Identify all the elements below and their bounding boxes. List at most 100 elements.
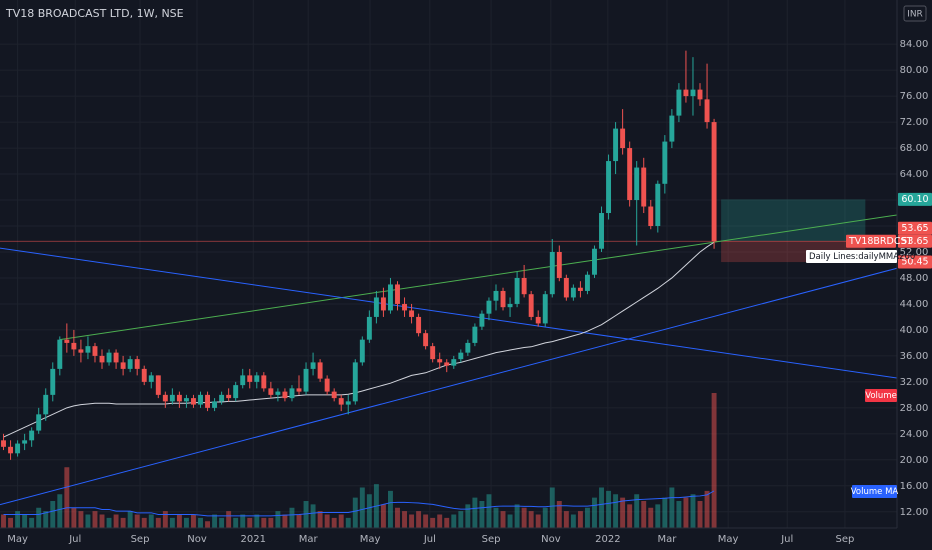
candle-body [423,333,429,347]
y-tick-label: 28.00 [900,403,929,414]
y-tick-label: 76.00 [900,91,929,102]
volume-bar [634,494,640,528]
volume-bar [36,507,42,528]
volume-bar [613,494,619,528]
volume-bar [92,511,98,528]
volume-bar [570,514,576,528]
volume-bar [416,511,422,528]
volume-bar [148,514,154,528]
volume-bar [106,517,112,528]
candle-body [676,89,682,116]
candle-body [15,443,21,454]
volume-bar [113,514,119,528]
volume-bar [64,467,70,528]
candle-body [261,375,267,389]
candle-body [556,251,562,278]
stop-price: 50.45 [901,257,928,268]
candle-body [233,385,239,399]
volume-bar [1,514,6,528]
candle-body [317,362,323,379]
volume-bar [162,511,168,528]
volume-bar [380,504,386,528]
volume-bar [683,497,689,528]
y-tick-label: 48.00 [900,273,929,284]
candle-body [176,394,182,402]
candle-body [395,284,400,304]
y-tick-label: 16.00 [900,481,929,492]
volume-bar [486,494,492,528]
volume-bar [155,517,161,528]
ma-tag: Daily Lines:dailyMMA200 [809,252,915,262]
volume-bar [57,494,63,528]
volume-bar [134,514,140,528]
candle-body [22,440,28,444]
volume-bar [514,504,520,528]
candle-body [409,310,415,317]
volume-bar [310,504,316,528]
candle-body [613,128,619,162]
volume-bar [169,517,175,528]
volume-bar [78,511,84,528]
candle-body [212,401,218,408]
volume-tag-bg [865,389,897,402]
volume-bar [409,514,415,528]
symbol-tag: TV18BRDCST [848,236,912,247]
volume-bar [183,517,189,528]
volume-bar [641,501,647,528]
candle-body [198,394,203,405]
candle-body [64,339,70,343]
chart-title: TV18 BROADCAST LTD, 1W, NSE [5,7,184,20]
volume-bar [437,514,443,528]
volume-bar [711,393,717,528]
volume-bar [423,514,429,528]
candle-body [169,394,175,402]
volume-bar [219,517,225,528]
candle-body [662,141,668,184]
candle-body [704,99,710,123]
candle-body [444,362,450,366]
target-zone [721,199,866,242]
volume-bar [655,504,661,528]
volume-tag: Volume [865,391,897,401]
y-tick-label: 12.00 [900,507,929,518]
x-tick-label: Nov [187,534,207,545]
y-tick-label: 72.00 [900,117,929,128]
candle-body [655,183,661,227]
y-tick-label: 44.00 [900,299,929,310]
candle-body [8,446,14,454]
volume-ma-tag-bg [852,485,897,498]
last-price: 53.65 [901,236,928,247]
candle-body [416,316,422,334]
volume-bar [395,507,400,528]
candle-body [486,300,492,314]
candle-body [247,375,253,382]
ma-tag-bg [806,250,897,263]
candle-body [493,290,499,301]
candle-body [219,394,225,402]
candle-body [430,346,436,360]
candle-body [500,290,506,308]
volume-bar [127,511,133,528]
volume-bar [99,514,105,528]
candle-body [106,352,112,363]
candle-body [162,394,168,402]
candle-body [387,284,393,311]
candle-body [36,414,42,431]
candle-body [296,388,302,392]
candle-body [359,339,365,363]
currency[interactable]: INR [907,10,923,20]
volume-bar [71,507,77,528]
volume-bar [528,511,534,528]
currency-box[interactable] [903,5,927,22]
candle-body [352,362,358,402]
volume-bar [176,514,182,528]
volume-bar [690,494,696,528]
candle-body [282,391,288,399]
candle-body [620,128,626,149]
volume-bar [458,511,464,528]
entry-price-bg [898,221,932,235]
candle-body [141,368,147,382]
volume-bar [535,514,541,528]
candle-body [606,161,612,214]
